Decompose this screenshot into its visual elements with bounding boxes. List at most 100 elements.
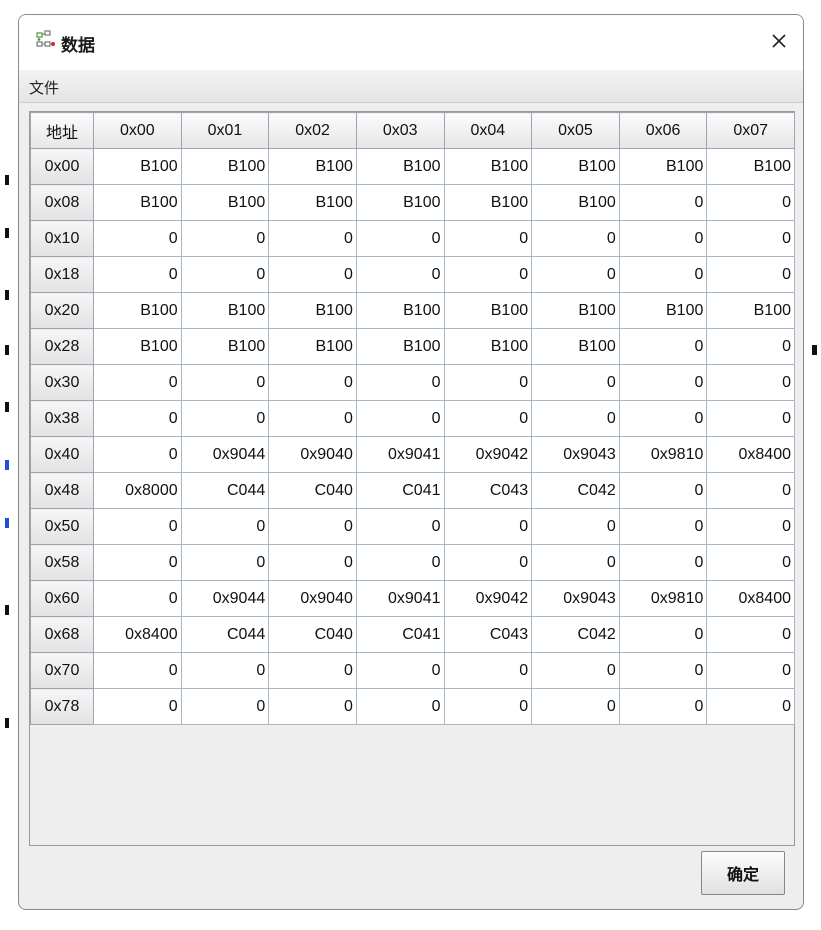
table-cell[interactable]: 0 [706, 616, 795, 653]
table-cell[interactable]: 0 [706, 544, 795, 581]
table-cell[interactable]: 0 [355, 256, 445, 293]
table-cell[interactable]: 0x9040 [268, 436, 357, 473]
table-cell[interactable]: 0 [355, 508, 445, 545]
table-cell[interactable]: B100 [531, 184, 620, 221]
table-cell[interactable]: B100 [180, 292, 270, 329]
table-cell[interactable]: 0 [618, 364, 708, 401]
table-cell[interactable]: 0 [180, 508, 270, 545]
table-cell[interactable]: B100 [180, 184, 270, 221]
table-cell[interactable]: 0 [706, 472, 795, 509]
table-cell[interactable]: 0 [706, 328, 795, 365]
table-cell[interactable]: 0 [93, 508, 182, 545]
column-header[interactable]: 0x05 [531, 112, 620, 149]
table-cell[interactable]: 0 [355, 652, 445, 689]
table-cell[interactable]: 0 [443, 220, 533, 257]
table-cell[interactable]: 0 [706, 508, 795, 545]
table-cell[interactable]: 0 [531, 400, 620, 437]
table-cell[interactable]: 0 [93, 580, 182, 617]
table-cell[interactable]: 0 [355, 364, 445, 401]
table-cell[interactable]: 0 [180, 256, 270, 293]
table-cell[interactable]: 0 [93, 220, 182, 257]
table-cell[interactable]: 0x9044 [180, 580, 270, 617]
table-cell[interactable]: 0x9040 [268, 580, 357, 617]
table-cell[interactable]: 0 [531, 364, 620, 401]
ok-button[interactable]: 确定 [701, 851, 785, 895]
table-cell[interactable]: B100 [355, 148, 445, 185]
table-cell[interactable]: 0x8400 [706, 436, 795, 473]
table-cell[interactable]: 0 [268, 688, 357, 725]
table-cell[interactable]: 0x9810 [618, 436, 708, 473]
table-cell[interactable]: 0 [355, 400, 445, 437]
table-cell[interactable]: 0 [618, 400, 708, 437]
table-cell[interactable]: 0 [706, 220, 795, 257]
table-cell[interactable]: 0x8400 [93, 616, 182, 653]
table-cell[interactable]: 0 [93, 364, 182, 401]
table-cell[interactable]: 0 [443, 688, 533, 725]
table-cell[interactable]: 0x9042 [443, 580, 533, 617]
table-cell[interactable]: 0 [443, 364, 533, 401]
table-cell[interactable]: 0 [618, 652, 708, 689]
table-cell[interactable]: 0 [706, 364, 795, 401]
table-cell[interactable]: 0 [93, 436, 182, 473]
table-cell[interactable]: B100 [268, 292, 357, 329]
table-cell[interactable]: B100 [355, 184, 445, 221]
table-cell[interactable]: 0x9042 [443, 436, 533, 473]
table-cell[interactable]: 0 [531, 220, 620, 257]
table-cell[interactable]: 0 [618, 508, 708, 545]
table-cell[interactable]: 0 [706, 652, 795, 689]
table-cell[interactable]: B100 [443, 292, 533, 329]
close-button[interactable] [761, 23, 797, 59]
table-cell[interactable]: 0 [531, 256, 620, 293]
table-cell[interactable]: B100 [93, 184, 182, 221]
table-cell[interactable]: 0 [180, 688, 270, 725]
table-cell[interactable]: C043 [443, 616, 533, 653]
table-cell[interactable]: B100 [443, 328, 533, 365]
table-cell[interactable]: 0 [443, 652, 533, 689]
table-cell[interactable]: C041 [355, 472, 445, 509]
table-cell[interactable]: 0x8400 [706, 580, 795, 617]
table-cell[interactable]: 0 [268, 544, 357, 581]
column-header[interactable]: 0x02 [268, 112, 357, 149]
table-cell[interactable]: 0 [180, 220, 270, 257]
table-cell[interactable]: 0x9041 [355, 436, 445, 473]
table-cell[interactable]: B100 [618, 292, 708, 329]
table-cell[interactable]: 0 [355, 220, 445, 257]
table-cell[interactable]: 0 [93, 688, 182, 725]
table-cell[interactable]: 0 [618, 544, 708, 581]
table-cell[interactable]: C043 [443, 472, 533, 509]
table-cell[interactable]: C040 [268, 472, 357, 509]
column-header[interactable]: 0x03 [355, 112, 445, 149]
table-cell[interactable]: B100 [268, 148, 357, 185]
table-cell[interactable]: B100 [93, 328, 182, 365]
column-header[interactable]: 0x01 [180, 112, 270, 149]
table-cell[interactable]: 0x9043 [531, 580, 620, 617]
table-cell[interactable]: 0 [531, 652, 620, 689]
table-cell[interactable]: 0 [706, 184, 795, 221]
table-cell[interactable]: 0 [531, 544, 620, 581]
table-cell[interactable]: 0 [443, 544, 533, 581]
table-cell[interactable]: 0 [531, 508, 620, 545]
table-cell[interactable]: 0 [618, 184, 708, 221]
table-cell[interactable]: C044 [180, 472, 270, 509]
table-cell[interactable]: B100 [355, 328, 445, 365]
table-cell[interactable]: 0 [268, 508, 357, 545]
table-cell[interactable]: C041 [355, 616, 445, 653]
table-cell[interactable]: B100 [706, 148, 795, 185]
table-cell[interactable]: B100 [355, 292, 445, 329]
table-cell[interactable]: 0 [268, 256, 357, 293]
table-cell[interactable]: C042 [531, 616, 620, 653]
table-cell[interactable]: 0 [443, 256, 533, 293]
table-cell[interactable]: B100 [268, 328, 357, 365]
table-cell[interactable]: 0 [706, 256, 795, 293]
table-cell[interactable]: 0 [268, 400, 357, 437]
column-header[interactable]: 0x07 [706, 112, 795, 149]
table-cell[interactable]: B100 [268, 184, 357, 221]
table-cell[interactable]: B100 [531, 328, 620, 365]
table-cell[interactable]: 0 [180, 400, 270, 437]
table-cell[interactable]: 0x9810 [618, 580, 708, 617]
table-cell[interactable]: 0 [268, 220, 357, 257]
table-cell[interactable]: C042 [531, 472, 620, 509]
table-cell[interactable]: 0 [531, 688, 620, 725]
table-cell[interactable]: 0x9043 [531, 436, 620, 473]
table-cell[interactable]: 0 [618, 688, 708, 725]
